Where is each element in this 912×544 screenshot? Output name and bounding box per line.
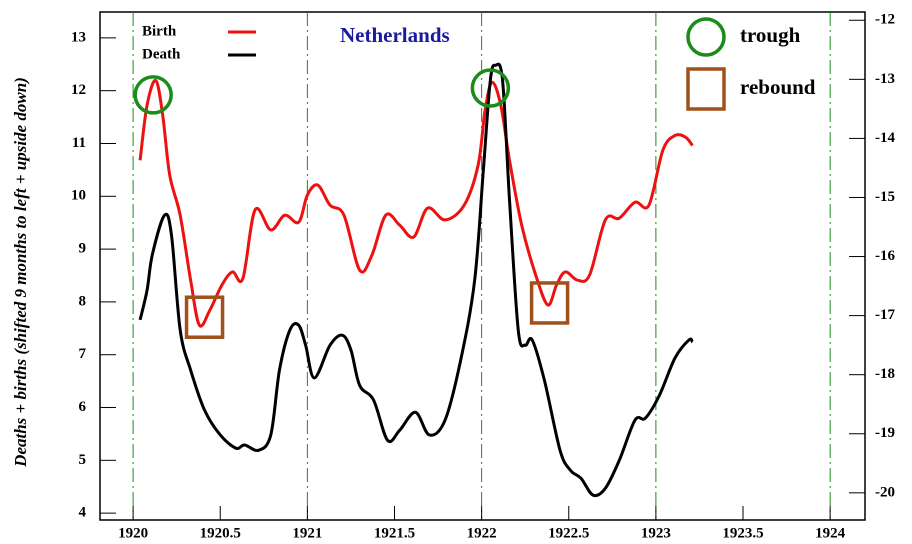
y2-tick-label: -14 (875, 130, 895, 146)
y-tick-label: 12 (71, 82, 86, 98)
legend-label: Birth (142, 23, 177, 39)
x-tick-label: 1922 (467, 525, 497, 541)
y2-tick-label: -15 (875, 189, 895, 205)
y2-tick-label: -12 (875, 12, 895, 28)
y-tick-label: 10 (71, 188, 86, 204)
series-line (138, 79, 694, 328)
legend-marker (686, 67, 726, 111)
annotation-marker (470, 68, 511, 108)
legend-marker (686, 17, 726, 57)
chart-title: Netherlands (340, 23, 450, 47)
y-tick-label: 7 (79, 346, 87, 362)
y2-tick-label: -18 (875, 366, 895, 382)
y-tick-label: 5 (79, 452, 87, 468)
annotation-marker (529, 281, 570, 325)
plot-frame (99, 11, 866, 521)
annotation-label: rebound (740, 75, 816, 99)
y-tick-label: 9 (79, 241, 87, 257)
y-tick-label: 6 (79, 399, 87, 415)
y-tick-label: 11 (72, 135, 86, 151)
x-tick-label: 1924 (815, 525, 846, 541)
x-tick-label: 1920.5 (200, 525, 241, 541)
annotation-label: trough (740, 23, 801, 47)
y2-tick-label: -17 (875, 307, 895, 323)
x-tick-label: 1921.5 (374, 525, 415, 541)
annotation-marker (184, 295, 225, 339)
y-tick-label: 13 (71, 29, 86, 45)
x-tick-label: 1921 (292, 525, 322, 541)
y2-tick-label: -16 (875, 248, 895, 264)
x-tick-label: 1923.5 (722, 525, 763, 541)
x-tick-label: 1922.5 (548, 525, 589, 541)
y2-tick-label: -19 (875, 425, 895, 441)
x-tick-label: 1920 (118, 525, 148, 541)
y-axis-label: Deaths + births (shifted 9 months to lef… (11, 77, 30, 468)
series-line (138, 62, 694, 498)
y2-tick-label: -20 (875, 484, 895, 500)
annotation-marker (133, 75, 173, 115)
x-tick-label: 1923 (641, 525, 671, 541)
y-tick-label: 8 (79, 293, 87, 309)
legend-label: Death (142, 46, 181, 62)
y2-tick-label: -13 (875, 71, 895, 87)
y-tick-label: 4 (79, 505, 87, 521)
